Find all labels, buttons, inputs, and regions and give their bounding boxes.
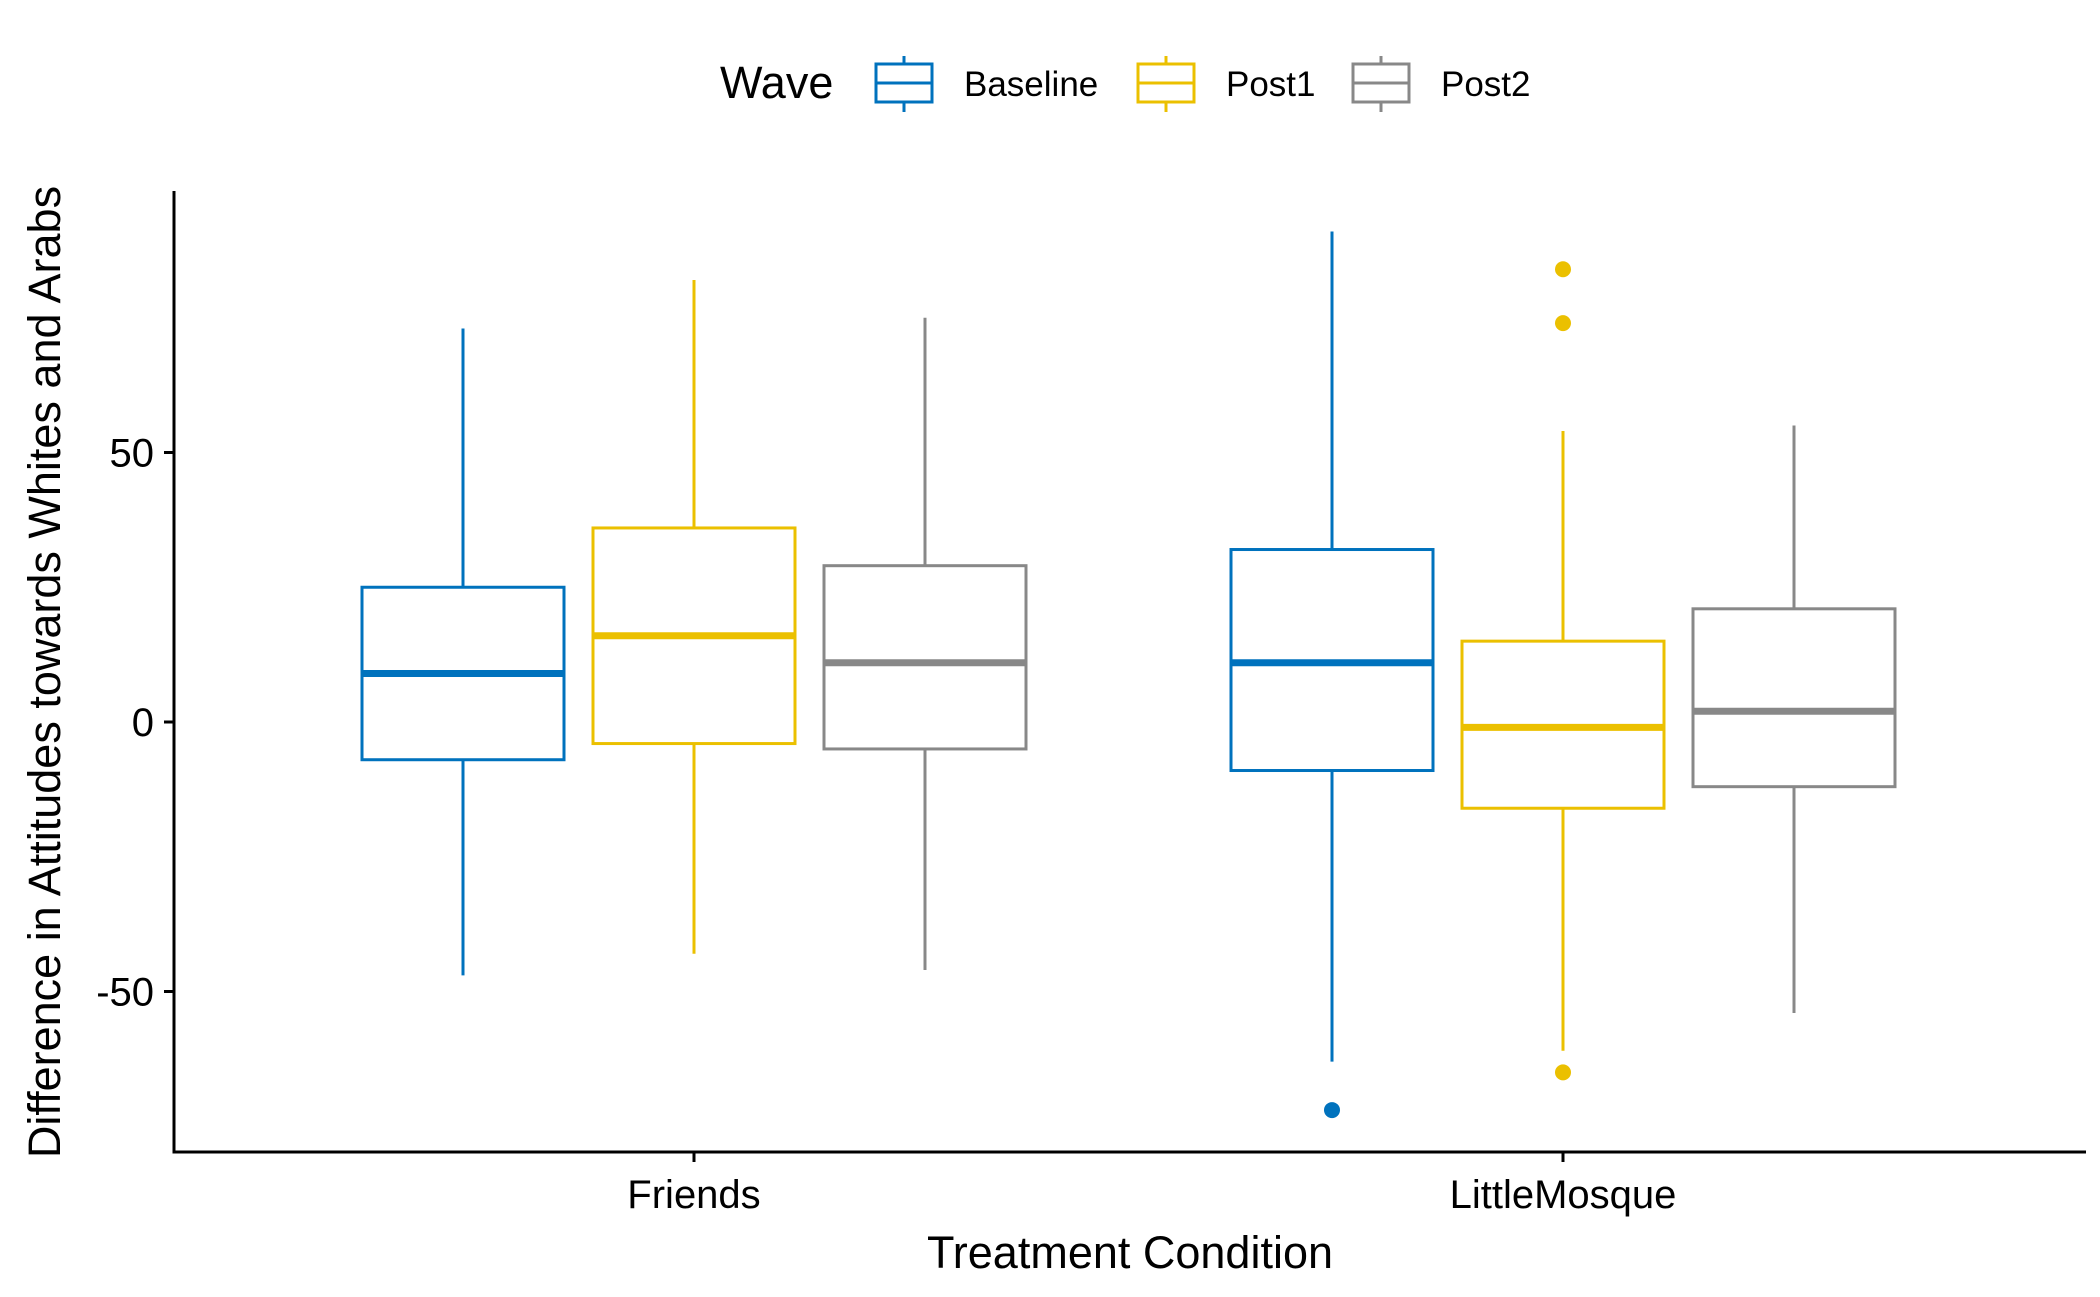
x-axis-title: Treatment Condition xyxy=(927,1227,1333,1278)
legend-item-post1: Post1 xyxy=(1136,56,1316,112)
legend: Wave Baseline Post1 Post2 xyxy=(720,56,1531,112)
x-tick-label: Friends xyxy=(627,1173,760,1217)
y-tick-label: 0 xyxy=(132,701,154,745)
box-post2-littlemosque xyxy=(1691,425,1897,1014)
box-baseline-littlemosque xyxy=(1229,231,1435,1119)
legend-item-post2: Post2 xyxy=(1351,56,1531,112)
y-axis-ticks: 50 0 -50 xyxy=(96,432,174,1015)
box-post1-littlemosque xyxy=(1460,261,1666,1081)
plot-area xyxy=(360,231,1897,1119)
outlier-point xyxy=(1555,315,1571,332)
x-axis-ticks: Friends LittleMosque xyxy=(627,1152,1676,1217)
box-post1-friends xyxy=(591,280,797,954)
legend-item-baseline: Baseline xyxy=(874,56,1098,112)
outlier-point xyxy=(1555,261,1571,278)
outlier-point xyxy=(1555,1064,1571,1081)
legend-title: Wave xyxy=(720,57,833,108)
x-tick-label: LittleMosque xyxy=(1450,1173,1677,1217)
outlier-point xyxy=(1324,1102,1340,1119)
box-post2-friends xyxy=(822,317,1028,970)
y-tick-label: -50 xyxy=(96,971,154,1015)
iqr-box xyxy=(1691,607,1897,789)
box-baseline-friends xyxy=(360,328,566,976)
legend-label: Post2 xyxy=(1441,65,1531,104)
y-tick-label: 50 xyxy=(110,432,155,476)
y-axis-title: Difference in Attitudes towards Whites a… xyxy=(19,186,70,1158)
iqr-box xyxy=(822,564,1028,751)
legend-label: Baseline xyxy=(964,65,1098,104)
legend-label: Post1 xyxy=(1226,65,1316,104)
